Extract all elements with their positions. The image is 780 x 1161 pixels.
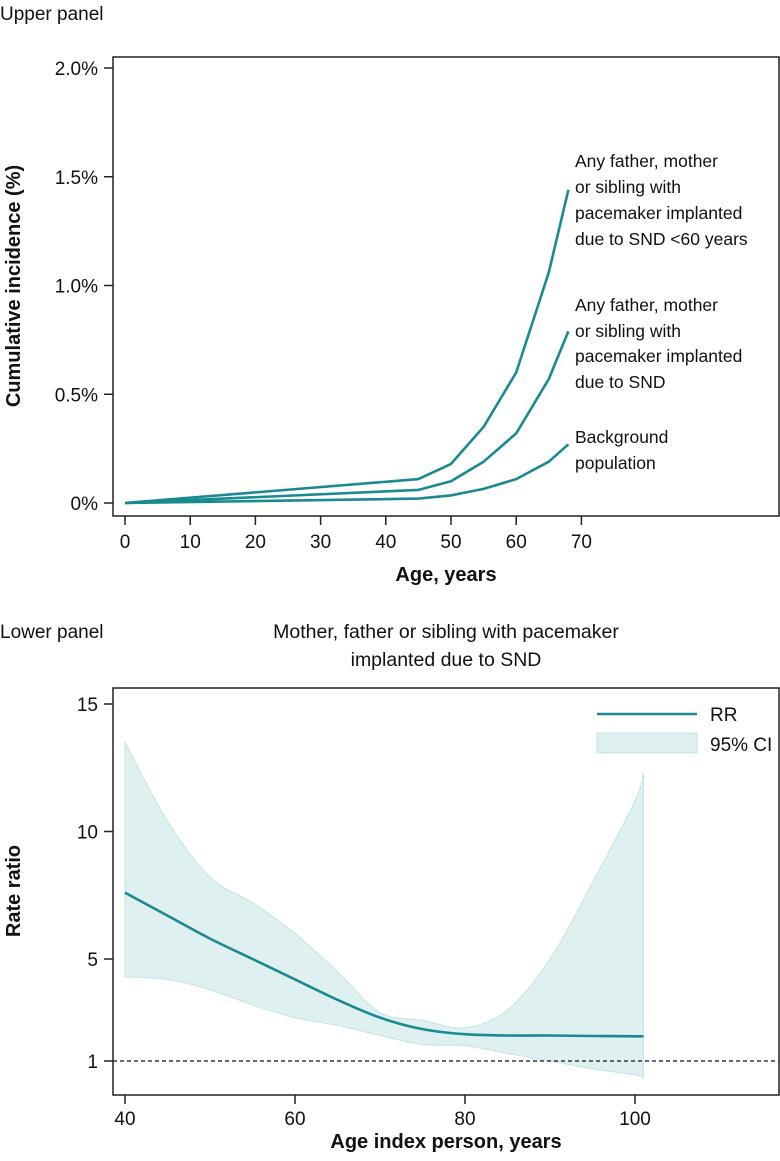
rr-curve xyxy=(124,891,644,1038)
upper-series-1-label-line: pacemaker implanted xyxy=(575,203,742,223)
upper-chart: 0% 0.5% 1.0% 1.5% 2.0% 0 10 20 30 40 50 60 70 Any f… xyxy=(3,56,780,586)
upper-series-3-label-line: Background xyxy=(575,427,668,447)
upper-series-lines xyxy=(124,189,570,505)
lower-x-axis: 40 60 80 100 xyxy=(114,1095,651,1130)
upper-series-1-label-line: or sibling with xyxy=(575,177,681,197)
upper-series-2-label-line: Any father, mother xyxy=(575,295,718,315)
upper-series-line-2 xyxy=(124,330,570,505)
lower-y-tick-label: 1 xyxy=(87,1052,98,1073)
lower-y-tick-label: 15 xyxy=(77,695,98,716)
upper-x-tick-label: 20 xyxy=(245,532,266,553)
upper-x-tick-label: 0 xyxy=(120,532,131,553)
upper-y-axis: 0% 0.5% 1.0% 1.5% 2.0% xyxy=(55,59,113,515)
lower-y-tick-label: 5 xyxy=(87,950,98,971)
upper-x-tick-label: 30 xyxy=(310,532,331,553)
lower-chart-title-line2: implanted due to SND xyxy=(351,649,542,671)
upper-y-tick-label: 1.0% xyxy=(55,277,98,298)
upper-series-labels: Any father, mother or sibling with pacemak… xyxy=(575,151,748,473)
upper-series-line-3 xyxy=(124,443,570,505)
lower-x-tick-label: 100 xyxy=(619,1109,651,1130)
upper-y-tick-label: 1.5% xyxy=(55,168,98,189)
legend-ci-label: 95% CI xyxy=(710,735,772,756)
lower-x-tick-label: 80 xyxy=(454,1109,475,1130)
upper-series-2-label-line: or sibling with xyxy=(575,321,681,341)
upper-series-2-label-line: pacemaker implanted xyxy=(575,346,742,366)
upper-x-axis-title: Age, years xyxy=(395,564,496,586)
upper-x-tick-label: 40 xyxy=(375,532,396,553)
lower-x-tick-label: 60 xyxy=(284,1109,305,1130)
lower-rr-line xyxy=(124,891,644,1038)
upper-x-tick-label: 10 xyxy=(180,532,201,553)
legend-ci-swatch xyxy=(596,732,698,754)
upper-panel-label: Upper panel xyxy=(0,4,104,25)
upper-series-2-label-line: due to SND xyxy=(575,372,665,392)
upper-plot-frame xyxy=(112,56,780,517)
lower-x-axis-title: Age index person, years xyxy=(330,1131,561,1153)
upper-series-1-label-line: due to SND <60 years xyxy=(575,229,748,249)
ci-band-area xyxy=(124,742,644,1079)
legend-rr-label: RR xyxy=(710,705,737,726)
lower-y-tick-label: 10 xyxy=(77,823,98,844)
lower-panel-label: Lower panel xyxy=(0,622,104,643)
lower-chart-title-line1: Mother, father or sibling with pacemaker xyxy=(273,621,619,643)
lower-x-tick-label: 40 xyxy=(114,1109,135,1130)
upper-series-line-1 xyxy=(124,189,570,505)
upper-x-tick-label: 60 xyxy=(506,532,527,553)
upper-y-tick-label: 0.5% xyxy=(55,385,98,406)
upper-x-tick-label: 50 xyxy=(440,532,461,553)
upper-series-3-label-line: population xyxy=(575,453,656,473)
lower-plot-frame xyxy=(112,687,780,1096)
lower-legend: RR 95% CI xyxy=(596,705,772,756)
upper-series-1-label-line: Any father, mother xyxy=(575,151,718,171)
upper-x-tick-label: 70 xyxy=(571,532,592,553)
upper-y-tick-label: 0% xyxy=(71,494,99,515)
upper-x-axis: 0 10 20 30 40 50 60 70 xyxy=(120,516,592,553)
upper-y-tick-label: 2.0% xyxy=(55,59,98,80)
upper-y-axis-title: Cumulative incidence (%) xyxy=(3,165,25,407)
lower-ci-band xyxy=(124,742,644,1079)
lower-y-axis-title: Rate ratio xyxy=(3,845,25,937)
